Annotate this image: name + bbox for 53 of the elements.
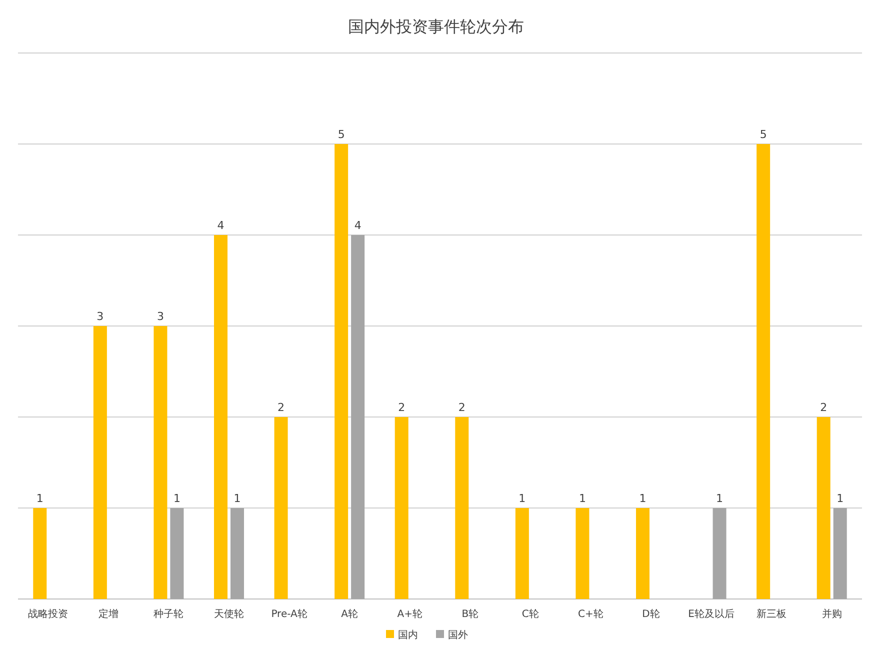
bar [93,326,107,599]
legend-label: 国内 [398,629,418,641]
bar [756,144,770,599]
x-tick-label: 种子轮 [154,608,184,620]
data-label: 1 [578,492,586,505]
x-tick-label: 并购 [822,608,842,620]
bar [816,417,830,599]
bar [274,417,288,599]
x-tick-label: 战略投资 [28,608,68,620]
bar [214,235,228,599]
bar [833,508,847,599]
x-tick-label: Pre-A轮 [271,608,308,620]
x-tick-label: B轮 [462,608,479,620]
x-tick-label: C+轮 [578,608,604,620]
x-tick-label: 天使轮 [214,608,244,620]
bar [170,508,184,599]
data-label: 1 [234,492,241,505]
data-label: 2 [278,401,285,414]
data-label: 5 [760,128,767,141]
data-label: 1 [36,492,44,505]
x-tick-label: E轮及以后 [688,608,734,620]
bar [515,508,529,599]
x-tick-label: D轮 [642,608,660,620]
chart-title: 国内外投资事件轮次分布 [348,17,524,36]
x-tick-label: C轮 [522,608,539,620]
x-tick-label: A+轮 [397,608,422,620]
x-tick-label: 新三板 [756,608,787,620]
data-label: 2 [398,401,406,414]
bar [712,508,726,599]
bar [351,235,365,599]
data-label: 3 [96,310,104,323]
bar [636,508,650,599]
bar [230,508,244,599]
data-label: 3 [156,310,164,323]
data-label: 1 [639,492,646,505]
bar [33,508,47,599]
data-label: 2 [458,401,466,414]
data-label: 2 [820,401,828,414]
data-label: 4 [217,219,224,232]
data-label: 1 [518,492,526,505]
data-label: 5 [338,128,345,141]
x-tick-label: 定增 [98,608,118,620]
data-label: 1 [836,492,844,505]
data-label: 1 [173,492,180,505]
legend-label: 国外 [448,630,468,641]
data-label: 4 [354,219,362,232]
bar [334,144,348,599]
bar [154,326,168,599]
bar [576,508,590,599]
data-label: 1 [716,492,724,505]
bar [394,417,408,599]
bar [455,417,469,599]
x-tick-label: A轮 [341,608,358,620]
